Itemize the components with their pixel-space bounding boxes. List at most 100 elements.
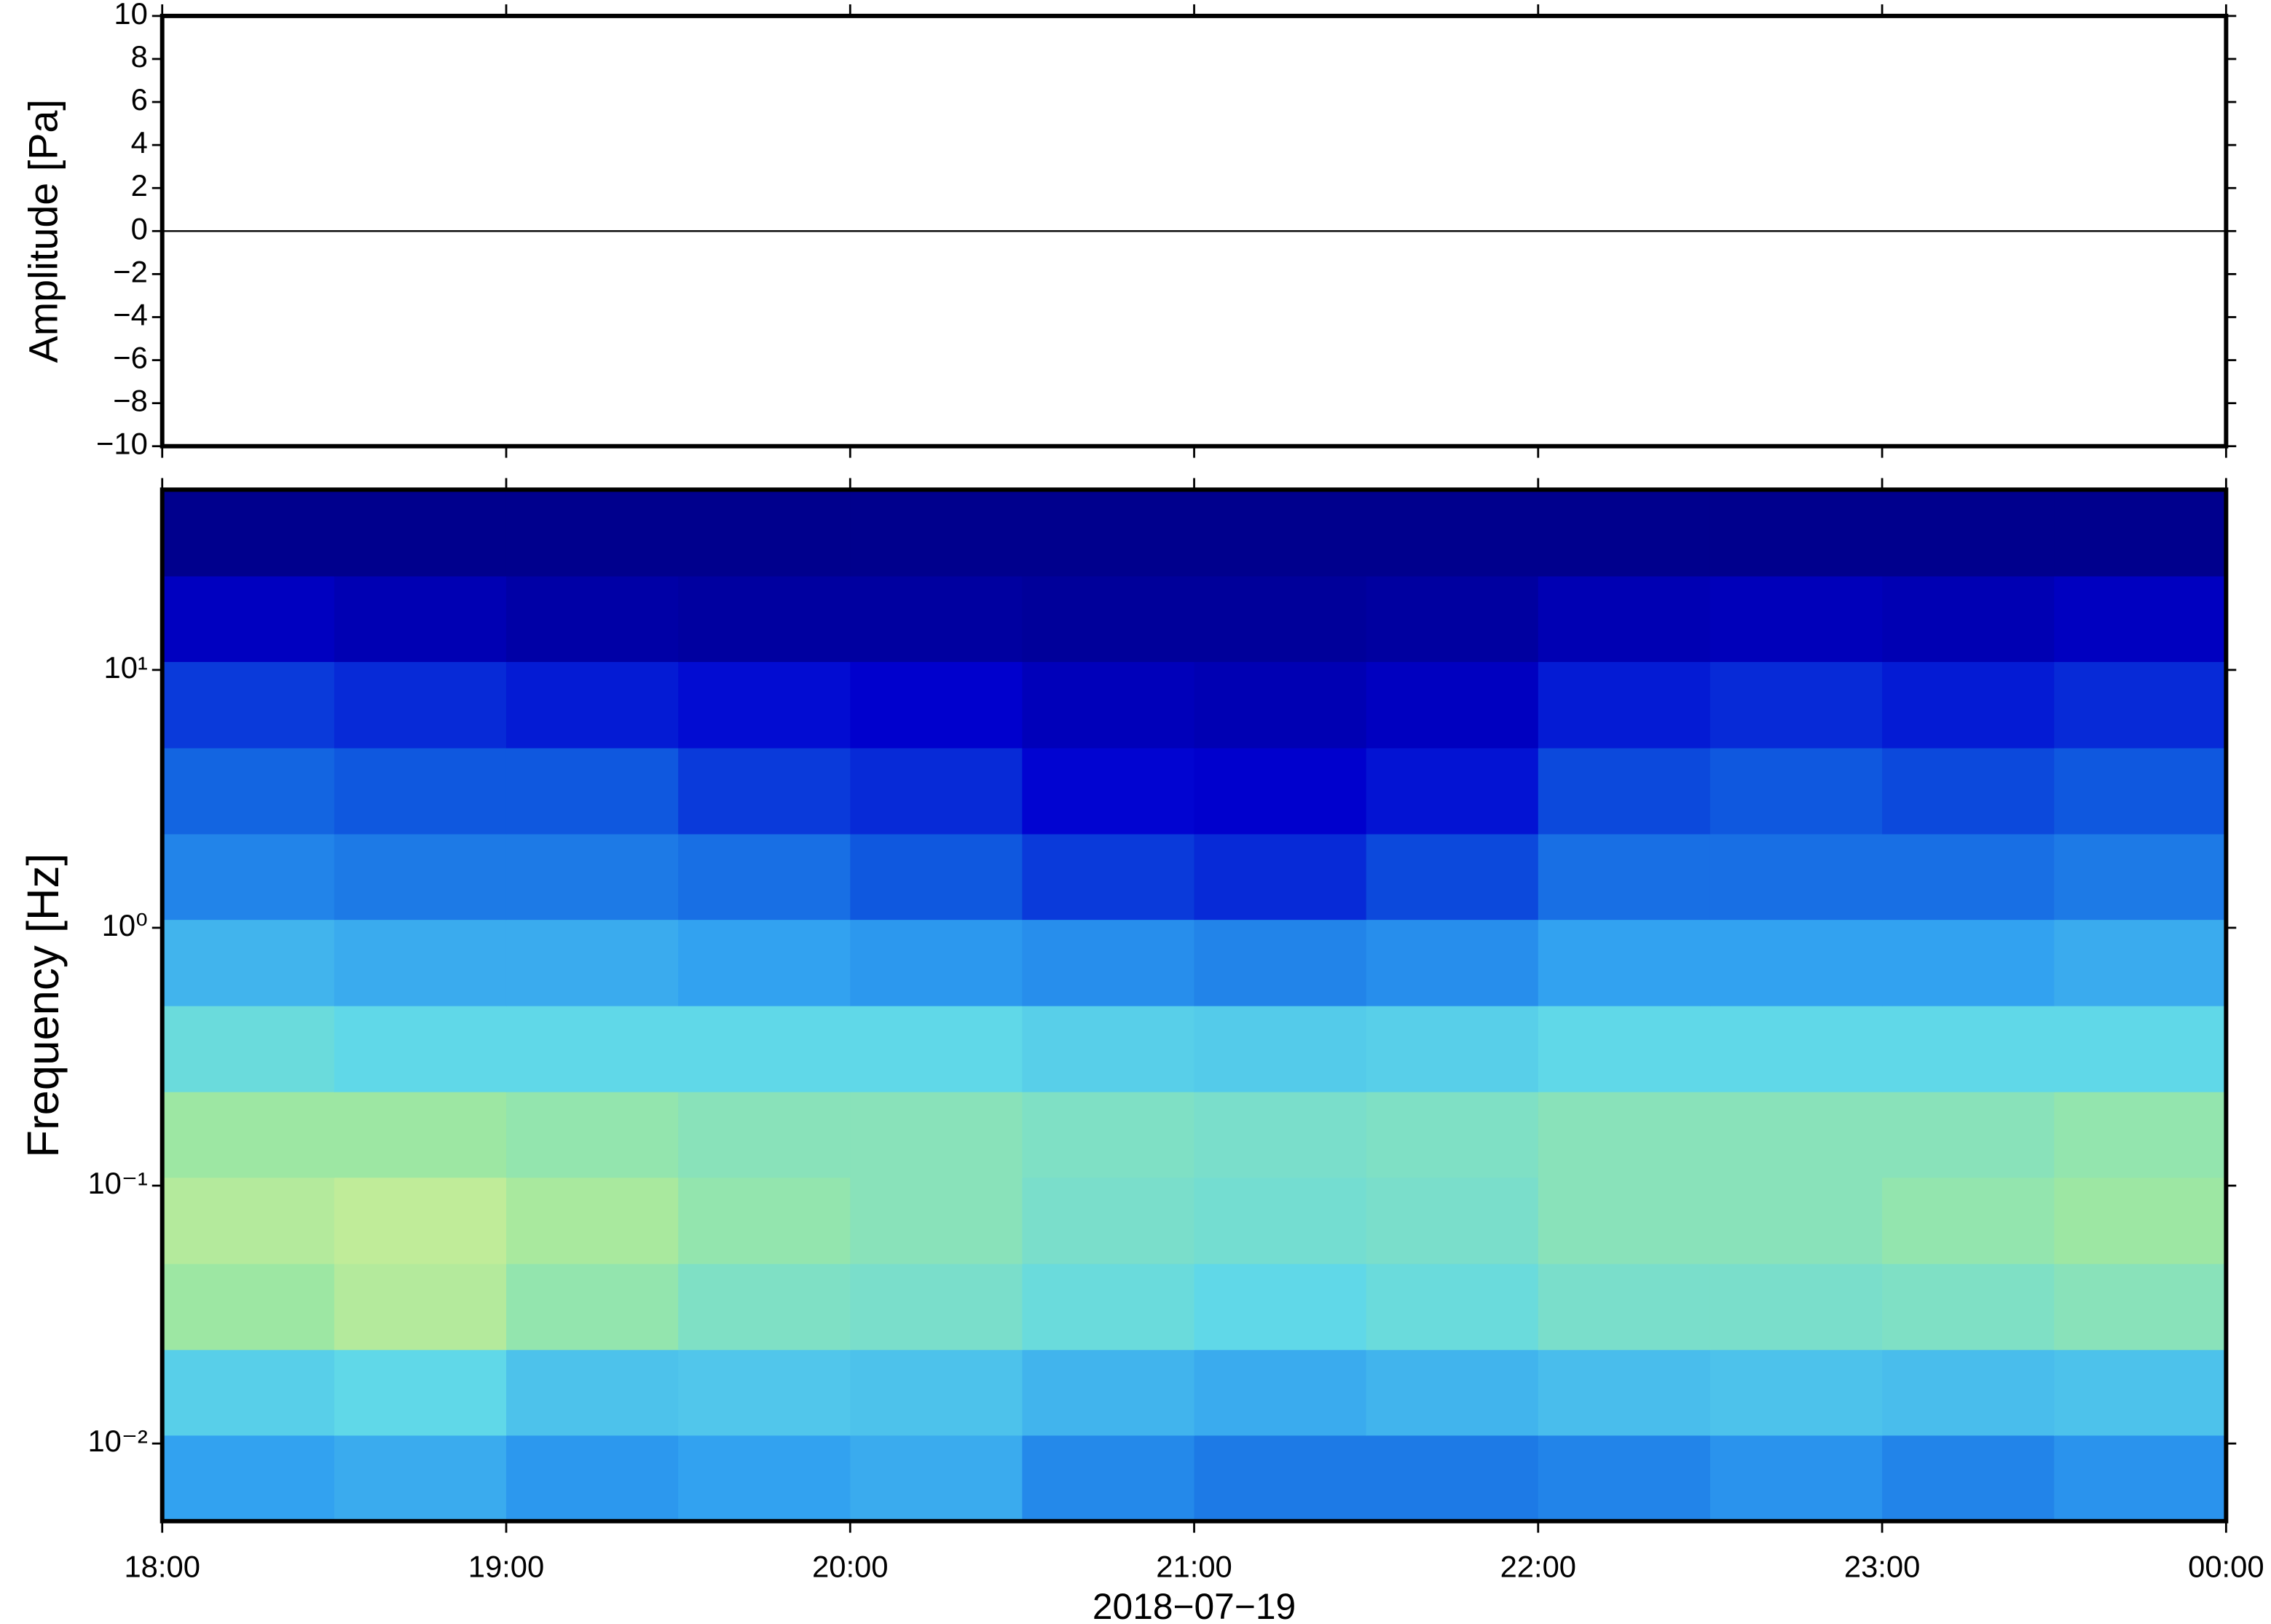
- spectrogram-cell: [162, 661, 335, 749]
- spectrogram-cell: [678, 1005, 851, 1092]
- spectrogram-cell: [505, 1263, 680, 1350]
- spectrogram-cell: [678, 661, 851, 749]
- spectrogram-cell: [2054, 1263, 2227, 1350]
- y-tick-label: 6: [131, 82, 148, 117]
- spectrogram-cell: [1194, 575, 1367, 663]
- y-axis-label: Amplitude [Pa]: [20, 99, 66, 363]
- spectrogram-cell: [1366, 747, 1539, 835]
- spectrogram-cell: [1538, 1177, 1711, 1264]
- spectrogram-cell: [1709, 833, 1884, 921]
- spectrogram-cell: [1709, 1005, 1884, 1092]
- spectrogram-cell: [678, 919, 851, 1006]
- y-axis-label: Frequency [Hz]: [18, 854, 68, 1158]
- spectrogram-cell: [1022, 1435, 1195, 1522]
- x-axis-label: 2018−07−19: [1093, 1586, 1296, 1624]
- spectrogram-cell: [850, 489, 1023, 577]
- spectrogram-cell: [1022, 1349, 1195, 1436]
- spectrogram-cell: [1366, 833, 1539, 921]
- spectrogram-cell: [678, 1349, 851, 1436]
- spectrogram-cell: [1022, 1005, 1195, 1092]
- spectrogram-cell: [1022, 747, 1195, 835]
- spectrogram-cell: [2054, 661, 2227, 749]
- spectrogram-cell: [850, 661, 1023, 749]
- spectrogram-cell: [334, 1349, 507, 1436]
- x-tick-label: 18:00: [124, 1549, 200, 1583]
- y-tick-label: 10⁻¹: [87, 1166, 147, 1200]
- x-tick-label: 23:00: [1844, 1549, 1920, 1583]
- spectrogram-cell: [2054, 1005, 2227, 1092]
- spectrogram-cell: [1022, 661, 1195, 749]
- spectrogram-cell: [850, 575, 1023, 663]
- spectrogram-cell: [1709, 747, 1884, 835]
- spectrogram-cell: [334, 833, 507, 921]
- spectrogram-cell: [1194, 661, 1367, 749]
- spectrogram-cell: [1882, 575, 2055, 663]
- spectrogram-cell: [334, 1177, 507, 1264]
- spectrogram-cell: [678, 833, 851, 921]
- spectrogram-cell: [1882, 747, 2055, 835]
- spectrogram-cell: [1194, 833, 1367, 921]
- spectrogram-cell: [334, 575, 507, 663]
- spectrogram-cell: [1194, 1263, 1367, 1350]
- spectrogram-cell: [162, 1177, 335, 1264]
- spectrogram-cell: [1882, 919, 2055, 1006]
- spectrogram-cell: [1194, 1177, 1367, 1264]
- spectrogram-cell: [505, 1177, 680, 1264]
- spectrogram-cell: [1022, 1091, 1195, 1178]
- spectrogram-cell: [162, 747, 335, 835]
- spectrogram-cell: [1194, 747, 1367, 835]
- y-tick-label: −10: [96, 427, 148, 461]
- spectrogram-cell: [162, 1005, 335, 1092]
- y-tick-label: 10¹: [103, 650, 147, 685]
- y-tick-label: 10⁰: [102, 908, 148, 942]
- spectrogram-cell: [2054, 489, 2227, 577]
- spectrogram-cell: [850, 1091, 1023, 1178]
- spectrogram-cell: [334, 1005, 507, 1092]
- spectrogram-cell: [1882, 1005, 2055, 1092]
- spectrogram-cell: [1366, 1349, 1539, 1436]
- spectrogram-cell: [1194, 1005, 1367, 1092]
- spectrogram-cell: [162, 919, 335, 1006]
- spectrogram-cell: [1366, 1263, 1539, 1350]
- spectrogram-cell: [505, 833, 680, 921]
- y-tick-label: 10⁻²: [87, 1424, 147, 1458]
- spectrogram-cell: [505, 661, 680, 749]
- spectrogram: [162, 489, 2227, 1522]
- spectrogram-cell: [850, 1349, 1023, 1436]
- spectrogram-cell: [1538, 747, 1711, 835]
- x-tick-label: 22:00: [1500, 1549, 1576, 1583]
- spectrogram-cell: [334, 919, 507, 1006]
- y-tick-label: 2: [131, 168, 148, 202]
- spectrogram-cell: [2054, 833, 2227, 921]
- spectrogram-cell: [678, 1263, 851, 1350]
- spectrogram-cell: [505, 1435, 680, 1522]
- spectrogram-cell: [850, 833, 1023, 921]
- spectrogram-cell: [1366, 1177, 1539, 1264]
- spectrogram-cell: [162, 575, 335, 663]
- spectrogram-cell: [2054, 919, 2227, 1006]
- spectrogram-cell: [1194, 489, 1367, 577]
- y-tick-label: 8: [131, 39, 148, 74]
- spectrogram-cell: [1882, 489, 2055, 577]
- spectrogram-cell: [1022, 1263, 1195, 1350]
- y-tick-label: −8: [113, 384, 148, 418]
- spectrogram-cell: [678, 575, 851, 663]
- spectrogram-cell: [1882, 661, 2055, 749]
- spectrogram-cell: [1194, 1091, 1367, 1178]
- spectrogram-cell: [505, 1005, 680, 1092]
- spectrogram-cell: [1709, 575, 1884, 663]
- spectrogram-cell: [505, 1349, 680, 1436]
- spectrogram-cell: [334, 489, 507, 577]
- spectrogram-cell: [1022, 919, 1195, 1006]
- spectrogram-cell: [1538, 489, 1711, 577]
- spectrogram-cell: [678, 1435, 851, 1522]
- spectrogram-cell: [1882, 1177, 2055, 1264]
- spectrogram-cell: [505, 1091, 680, 1178]
- spectrogram-cell: [334, 661, 507, 749]
- spectrogram-cell: [2054, 1435, 2227, 1522]
- spectrogram-cell: [850, 1177, 1023, 1264]
- spectrogram-cell: [1366, 919, 1539, 1006]
- y-tick-label: −4: [113, 297, 148, 331]
- spectrogram-cell: [162, 489, 335, 577]
